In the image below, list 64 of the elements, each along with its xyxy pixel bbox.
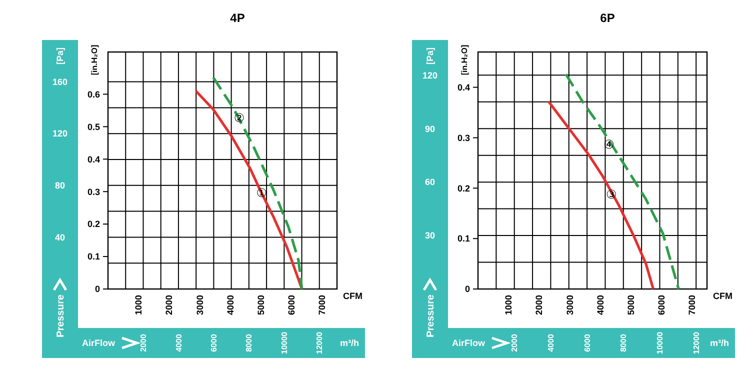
x2-tick-label: 12000 [315,331,324,354]
y-tick-label: 0.4 [87,154,100,164]
y-tick-label: 0 [94,284,100,294]
y-tick-label: 0.4 [457,82,470,92]
y2-tick-label: 120 [422,70,438,80]
y2-tick-label: 120 [52,128,68,139]
y-tick-label: 0.3 [87,186,100,197]
text: AirFlow [452,338,486,348]
x2-tick-label: 8000 [244,334,254,352]
x-tick-label: 6000 [656,295,666,316]
chart-title: 6P [600,11,615,25]
x-axis-title: CFM [343,291,362,301]
y-tick-label: 0 [464,284,470,294]
text: AirFlow [82,338,116,348]
y2-tick-label: 30 [424,230,436,241]
y-tick-label: 0.3 [457,132,470,143]
x-tick-label: 4000 [595,295,606,316]
x-tick-label: 2000 [534,295,544,316]
x-tick-label: 3000 [194,295,205,316]
x2-axis-title: m³/h [340,338,359,348]
x2-tick-label: 10000 [280,331,289,354]
line-series [547,100,655,290]
x-tick-label: 6000 [286,295,296,316]
y-axis-title: [in.H₂O] [90,44,99,76]
x2-tick-label: 8000 [619,334,628,352]
x-tick-label: 1000 [134,295,144,316]
text: Pressure [426,294,436,338]
x-tick-label: 2000 [164,295,174,316]
x-tick-label: 7000 [686,295,697,316]
line-series [564,72,680,290]
y2-axis-title: [Pa] [55,47,66,65]
y2-tick-label: 160 [52,76,68,87]
y2-tick-label: 40 [54,232,66,242]
line-series [212,76,304,290]
y-tick-label: 0.1 [87,252,100,262]
x2-tick-label: 6000 [209,334,218,352]
x-tick-label: 3000 [564,295,575,316]
y2-tick-label: 60 [424,177,436,188]
chart-title: 4P [230,11,245,25]
x-tick-label: 7000 [316,295,327,316]
x2-tick-label: 4000 [546,334,556,352]
x-tick-label: 4000 [225,295,236,316]
y2-axis-title: [Pa] [425,47,436,65]
x2-tick-label: 6000 [582,334,592,352]
y-tick-label: 0.2 [457,183,470,194]
text: Pressure [56,294,66,338]
y-tick-label: 0.1 [457,234,470,244]
x-tick-label: 5000 [256,295,266,316]
x2-tick-label: 10000 [656,331,665,354]
y-axis-title: [in.H₂O] [460,44,469,76]
x-axis-title: CFM [713,291,732,301]
x2-tick-label: 2000 [510,334,520,352]
x-tick-label: 5000 [626,295,636,316]
x-tick-label: 1000 [504,295,514,316]
y2-tick-label: 90 [424,124,436,134]
y-tick-label: 0.5 [87,122,100,132]
x2-axis-title: m³/h [710,338,729,348]
y-tick-label: 0.2 [87,219,100,230]
y-tick-label: 0.6 [87,89,100,100]
y2-tick-label: 80 [54,180,66,191]
line-series [194,90,304,290]
x2-tick-label: 2000 [139,334,148,352]
x2-tick-label: 4000 [174,334,184,352]
x2-tick-label: 12000 [692,331,701,354]
